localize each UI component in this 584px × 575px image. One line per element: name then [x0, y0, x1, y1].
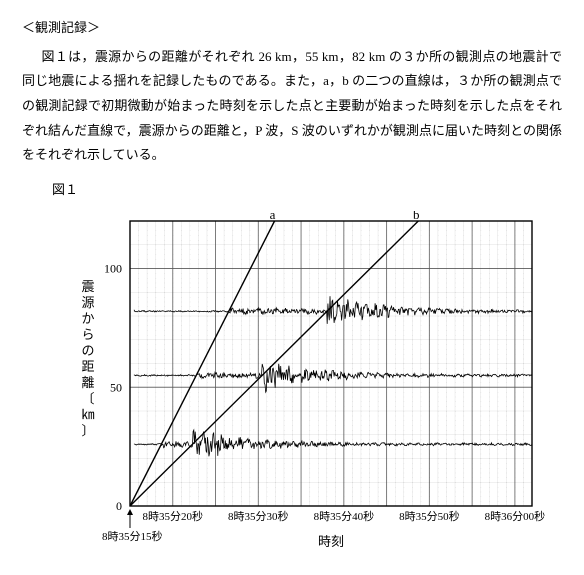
svg-text:離: 離	[81, 375, 94, 390]
svg-text:8時35分15秒: 8時35分15秒	[102, 529, 163, 543]
figure-label: 図１	[52, 178, 562, 203]
svg-text:8時35分20秒: 8時35分20秒	[143, 509, 204, 523]
svg-text:〔: 〔	[81, 391, 94, 406]
svg-text:か: か	[81, 311, 94, 326]
svg-text:源: 源	[81, 295, 94, 310]
svg-text:8時35分40秒: 8時35分40秒	[314, 509, 375, 523]
svg-text:100: 100	[104, 261, 122, 275]
svg-text:0: 0	[116, 499, 122, 513]
svg-text:㎞: ㎞	[81, 407, 94, 422]
svg-text:50: 50	[110, 380, 122, 394]
section-header: ＜観測記録＞	[22, 16, 562, 41]
svg-text:〕: 〕	[81, 423, 94, 438]
paragraph: 図１は，震源からの距離がそれぞれ 26 km，55 km，82 km の３か所の…	[22, 45, 562, 168]
svg-text:ら: ら	[81, 327, 94, 342]
svg-text:震: 震	[81, 279, 94, 294]
svg-text:距: 距	[81, 359, 94, 374]
svg-text:の: の	[81, 343, 94, 358]
svg-text:時刻: 時刻	[318, 534, 344, 549]
svg-text:8時35分30秒: 8時35分30秒	[228, 509, 289, 523]
svg-text:8時36分00秒: 8時36分00秒	[485, 509, 546, 523]
svg-text:8時35分50秒: 8時35分50秒	[399, 509, 460, 523]
chart: ab5010008時35分20秒8時35分30秒8時35分40秒8時35分50秒…	[52, 211, 562, 559]
